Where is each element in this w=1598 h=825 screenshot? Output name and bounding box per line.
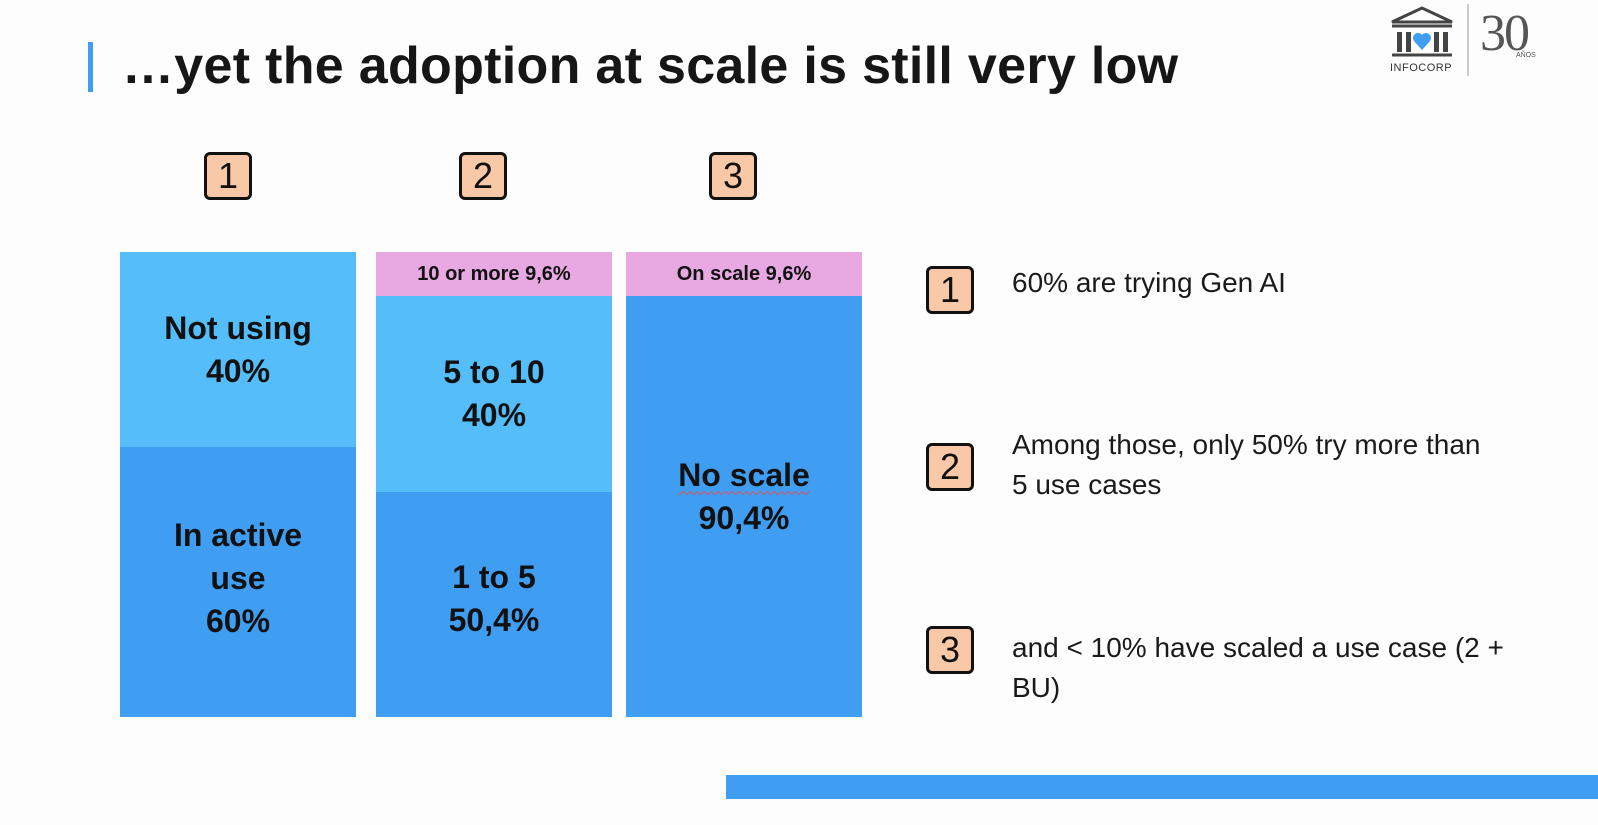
note-badge-3: 3 xyxy=(926,626,974,674)
segment-on-scale: On scale 9,6% xyxy=(626,252,862,296)
segment-not-using: Not using 40% xyxy=(120,252,356,447)
column-badge-2: 2 xyxy=(459,152,507,200)
segment-value: 90,4% xyxy=(698,499,790,536)
segment-10-or-more: 10 or more 9,6% xyxy=(376,252,612,296)
segment-5-to-10: 5 to 10 40% xyxy=(376,296,612,492)
segment-label: 10 or more 9,6% xyxy=(417,262,571,285)
segment-label: On scale 9,6% xyxy=(676,262,812,285)
segment-value: 60% xyxy=(205,602,271,639)
logo-anniversary-number: 30 xyxy=(1480,5,1530,62)
column-badge-1: 1 xyxy=(204,152,252,200)
slide-title: …yet the adoption at scale is still very… xyxy=(122,37,1179,95)
note-badge-1: 1 xyxy=(926,266,974,314)
infocorp-building-icon xyxy=(1391,4,1469,76)
segment-value: 40% xyxy=(461,397,527,433)
segment-in-active-use: In active use 60% xyxy=(120,447,356,717)
note-badge-2: 2 xyxy=(926,443,974,491)
segment-no-scale: No scale 90,4% xyxy=(626,296,862,717)
segment-label: No scale xyxy=(678,456,810,493)
column-use-case-count: 10 or more 9,6% 5 to 10 40% 1 to 5 50,4% xyxy=(376,252,612,717)
segment-value: 50,4% xyxy=(448,601,540,638)
note-text-2: Among those, only 50% try more than 5 us… xyxy=(1012,429,1481,500)
title-accent-bar xyxy=(88,42,93,92)
column-gen-ai-usage: Not using 40% In active use 60% xyxy=(120,252,356,717)
bottom-accent-bar xyxy=(726,775,1598,799)
segment-1-to-5: 1 to 5 50,4% xyxy=(376,492,612,717)
segment-label: 1 to 5 xyxy=(452,558,536,595)
logo-anniversary-word: AÑOS xyxy=(1516,52,1536,59)
column-scale: On scale 9,6% No scale 90,4% xyxy=(626,252,862,717)
segment-label: 5 to 10 xyxy=(443,354,545,390)
logo-brand: INFOCORP xyxy=(1390,62,1453,74)
segment-label: Not using xyxy=(164,309,312,346)
note-text-1: 60% are trying Gen AI xyxy=(1012,267,1286,298)
segment-value: 40% xyxy=(205,352,271,389)
column-badge-3: 3 xyxy=(709,152,757,200)
note-text-3: and < 10% have scaled a use case (2 + BU… xyxy=(1012,632,1504,703)
segment-label: In active xyxy=(173,516,303,553)
segment-label: use xyxy=(210,559,266,596)
